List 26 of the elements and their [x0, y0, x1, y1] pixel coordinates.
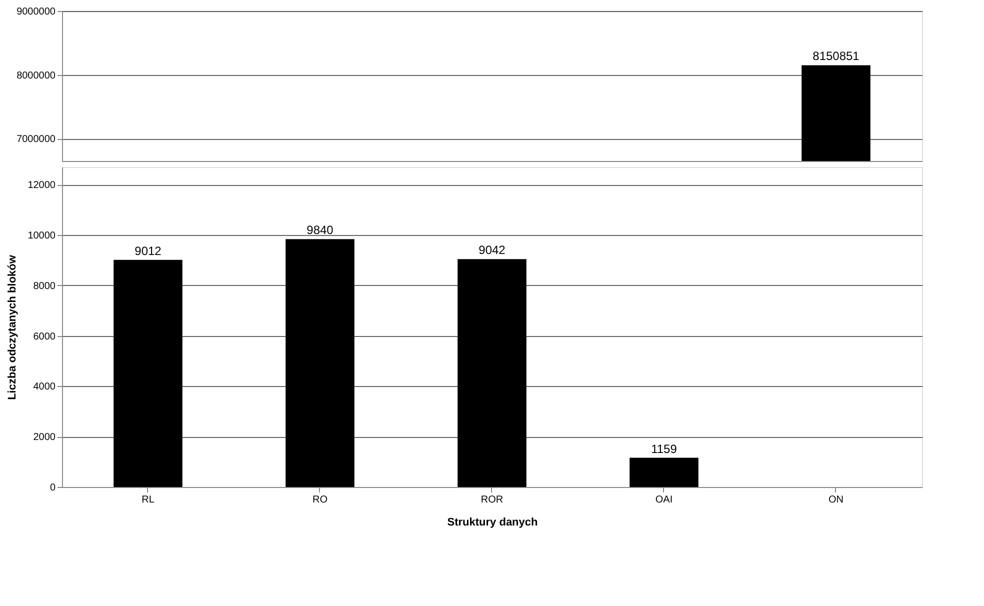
- bar: [286, 239, 354, 487]
- x-axis-title: Struktury danych: [447, 516, 538, 528]
- data-label: 9042: [478, 243, 506, 258]
- y-tick-label: 8000000: [16, 70, 56, 82]
- bar: [458, 259, 526, 487]
- y-tick-label: 4000: [33, 382, 56, 393]
- data-label: 9012: [134, 244, 162, 258]
- y-tick-label: 8000: [33, 280, 56, 292]
- y-tick-label: 9000000: [16, 6, 56, 18]
- bar: [114, 260, 182, 487]
- x-tick-label: RO: [312, 494, 328, 506]
- y-tick-label: 6000: [33, 331, 56, 342]
- y-tick-label: 0: [50, 482, 56, 494]
- data-label: 9840: [306, 223, 334, 238]
- y-tick-label: 7000000: [16, 134, 56, 146]
- x-tick-label: RL: [142, 494, 155, 506]
- data-label: 1159: [651, 442, 678, 456]
- data-label: 8150851: [812, 49, 860, 64]
- y-tick-label: 10000: [28, 230, 56, 242]
- x-tick-label: ON: [828, 494, 844, 506]
- x-tick-label: ROR: [480, 494, 504, 506]
- y-tick-label: 2000: [33, 432, 56, 444]
- y-axis-title: Liczba odczytanych bloków: [6, 254, 19, 400]
- bar: [630, 458, 698, 487]
- x-tick-label: OAI: [655, 494, 673, 506]
- y-tick-label: 12000: [28, 180, 56, 192]
